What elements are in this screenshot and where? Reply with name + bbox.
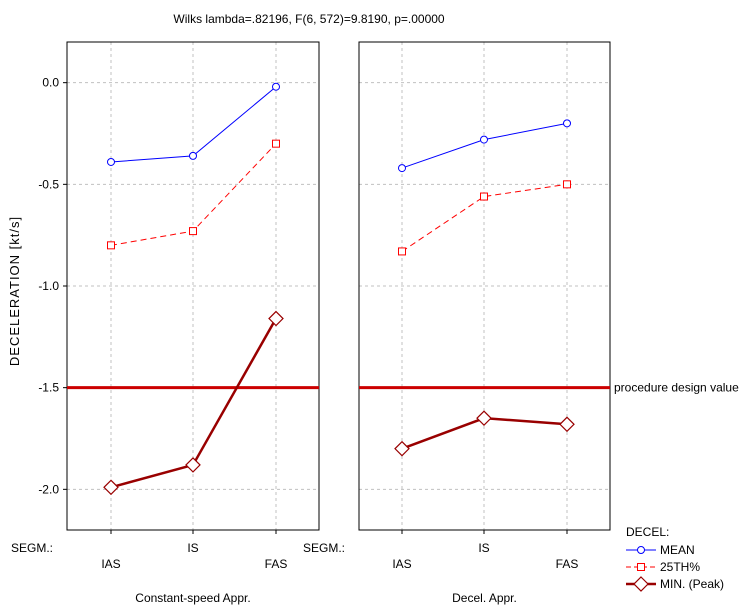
y-axis-label: DECELERATION [kt/s] — [7, 216, 22, 366]
data-point-25th — [480, 192, 488, 201]
data-point-mean — [272, 82, 280, 91]
y-tick-label: -2.0 — [38, 482, 59, 496]
legend-marker-circle — [637, 546, 645, 554]
data-point-min — [185, 457, 201, 473]
legend-title: DECEL: — [626, 525, 669, 539]
data-point-mean — [189, 151, 197, 160]
data-point-min — [268, 310, 284, 327]
x-tick-label: IAS — [392, 557, 411, 571]
y-tick-label: 0.0 — [42, 76, 59, 90]
x-tick-label: IS — [478, 541, 489, 555]
x-tick-label: FAS — [265, 557, 288, 571]
data-point-min — [394, 440, 410, 457]
legend-marker-diamond — [633, 576, 649, 592]
data-point-25th — [398, 247, 406, 256]
panel-1: 0.0 -0.5 -1.0 -1.5 -2.0 SEGM.: IAS IS FAS Constan… — [11, 41, 320, 605]
data-point-25th — [189, 227, 197, 236]
legend-marker-square — [637, 563, 645, 571]
series-line-25th- — [401, 183, 568, 252]
data-point-25th — [563, 180, 571, 189]
x-tick-label: IAS — [101, 557, 120, 571]
legend-entry-label: MEAN — [660, 543, 695, 557]
y-tick-label: -0.5 — [38, 177, 59, 191]
x-tick-label: IS — [187, 541, 198, 555]
panel-2: SEGM.: IAS IS FAS Decel. Appr. — [303, 41, 611, 605]
segm-label: SEGM.: — [11, 541, 53, 555]
data-point-mean — [107, 157, 115, 166]
segm-label: SEGM.: — [303, 541, 345, 555]
legend-entry-label: 25TH% — [660, 560, 700, 574]
data-point-min — [476, 410, 492, 427]
panel-label: Constant-speed Appr. — [135, 591, 250, 605]
reference-line-label: procedure design value — [614, 381, 739, 395]
data-point-mean — [398, 164, 406, 173]
data-point-min — [559, 416, 575, 433]
chart-title: Wilks lambda=.82196, F(6, 572)=9.8190, p… — [173, 12, 445, 26]
legend: DECEL: MEAN 25TH% MIN. (Peak) — [626, 525, 724, 592]
data-point-25th — [272, 139, 280, 148]
y-tick-label: -1.5 — [38, 381, 59, 395]
data-point-mean — [563, 119, 571, 128]
x-tick-label: FAS — [556, 557, 579, 571]
legend-entry-label: MIN. (Peak) — [660, 577, 724, 591]
y-tick-label: -1.0 — [38, 279, 59, 293]
data-point-mean — [480, 135, 488, 144]
data-point-min — [103, 479, 119, 496]
data-point-25th — [107, 241, 115, 250]
panel-label: Decel. Appr. — [452, 591, 517, 605]
